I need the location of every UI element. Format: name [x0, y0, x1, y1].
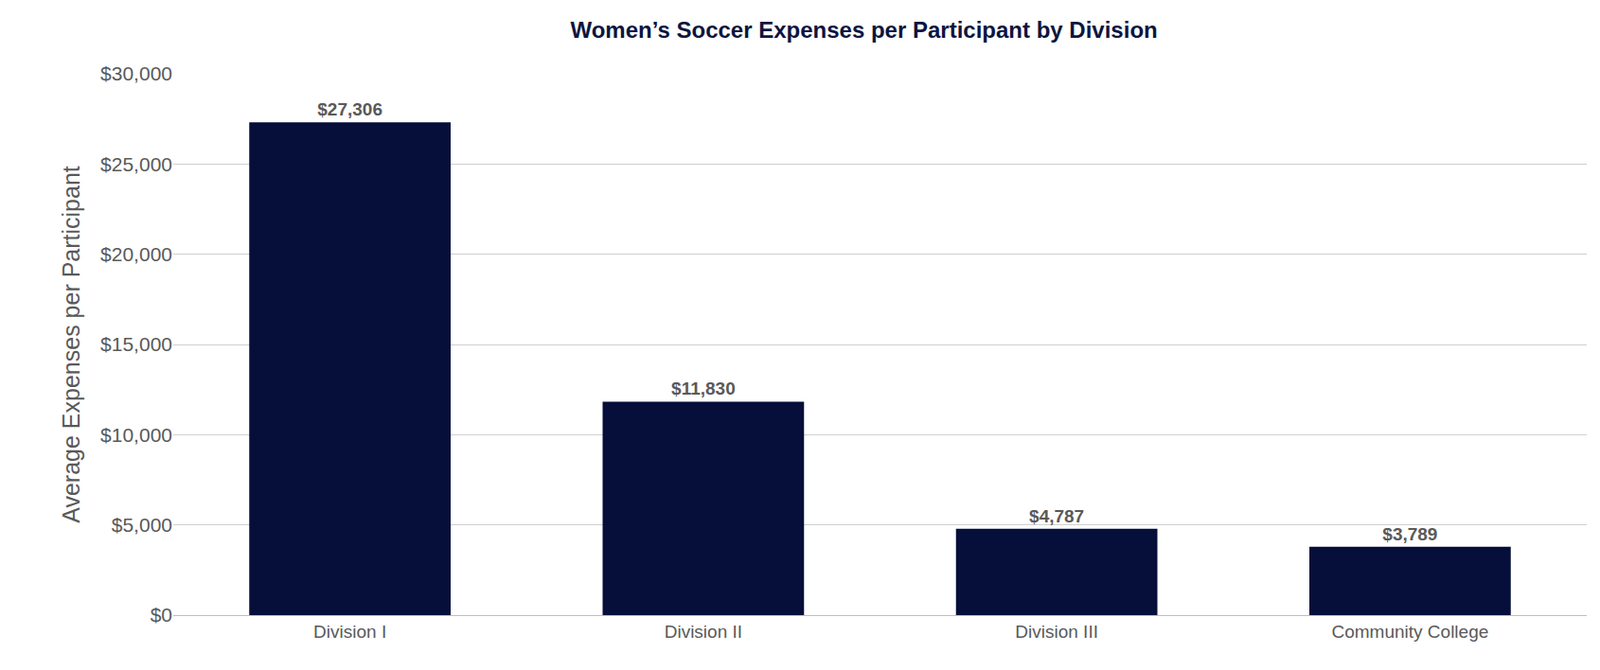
svg-text:$30,000: $30,000: [100, 62, 173, 85]
svg-text:Average Expenses per Participa: Average Expenses per Participant: [57, 165, 85, 524]
svg-text:$25,000: $25,000: [100, 153, 173, 176]
svg-text:Division I: Division I: [313, 622, 387, 642]
svg-text:$11,830: $11,830: [671, 378, 736, 399]
svg-text:Women’s Soccer Expenses per Pa: Women’s Soccer Expenses per Participant …: [569, 17, 1157, 43]
svg-text:$15,000: $15,000: [100, 333, 173, 356]
svg-text:$4,787: $4,787: [1029, 506, 1085, 527]
svg-text:$5,000: $5,000: [111, 514, 173, 536]
svg-text:Community College: Community College: [1331, 622, 1489, 642]
svg-text:$27,306: $27,306: [317, 99, 383, 120]
svg-text:$10,000: $10,000: [100, 424, 173, 446]
svg-text:$3,789: $3,789: [1382, 524, 1438, 545]
svg-text:$20,000: $20,000: [100, 243, 173, 266]
svg-text:Division III: Division III: [1014, 622, 1099, 642]
svg-text:$0: $0: [150, 604, 173, 626]
svg-text:Division II: Division II: [664, 622, 743, 642]
